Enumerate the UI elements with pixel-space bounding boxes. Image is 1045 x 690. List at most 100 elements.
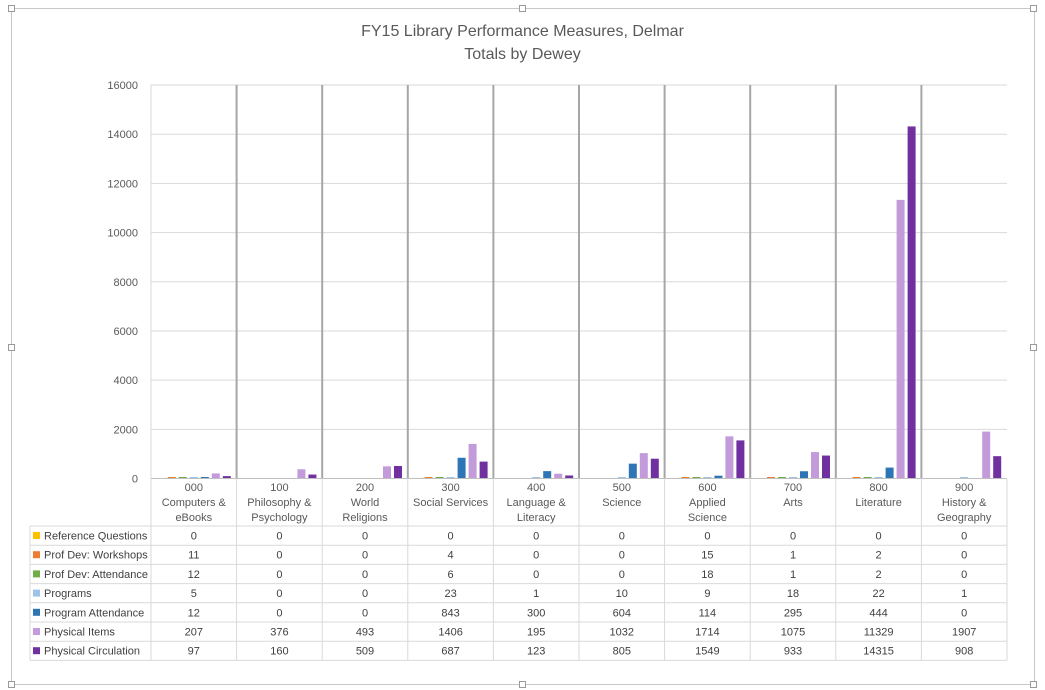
resize-handle-bottom[interactable] [519,681,526,688]
data-value-label: 18 [701,569,713,581]
data-value-label: 0 [619,550,625,562]
bar [189,477,198,479]
data-value-label: 0 [961,550,967,562]
resize-handle-top-right[interactable] [1030,5,1037,12]
y-tick-label: 12000 [107,178,138,190]
data-value-label: 0 [619,569,625,581]
bar [811,452,819,479]
category-label: World [351,497,380,509]
bar [982,431,991,479]
data-value-label: 0 [961,569,967,581]
data-value-label: 1032 [610,627,634,639]
data-value-label: 14315 [863,646,894,658]
category-label: 500 [613,482,631,494]
data-value-label: 300 [527,607,545,619]
category-label: 600 [698,482,716,494]
data-value-label: 444 [869,607,887,619]
data-value-label: 0 [533,569,539,581]
bar [167,477,176,479]
data-value-label: 493 [356,627,374,639]
data-value-label: 0 [362,588,368,600]
category-label: 800 [869,482,887,494]
data-value-label: 0 [790,531,796,543]
data-value-label: 0 [191,531,197,543]
resize-handle-top[interactable] [519,5,526,12]
data-value-label: 12 [188,607,200,619]
resize-handle-left[interactable] [8,344,15,351]
data-value-label: 0 [276,550,282,562]
category-label: Language & [507,497,567,509]
data-value-label: 0 [276,607,282,619]
y-tick-label: 16000 [107,80,138,92]
category-label: 700 [784,482,802,494]
bar [725,436,734,479]
category-label: Literacy [517,512,556,524]
data-value-label: 12 [188,569,200,581]
data-value-label: 604 [613,607,631,619]
bar [532,477,541,479]
data-value-label: 11 [188,550,199,562]
data-value-label: 0 [961,607,967,619]
category-label: Philosophy & [247,497,312,509]
data-value-label: 195 [527,627,545,639]
bar [628,463,637,479]
data-value-label: 2 [876,569,882,581]
resize-handle-bottom-left[interactable] [8,681,15,688]
data-value-label: 114 [699,607,717,619]
data-value-label: 687 [441,646,459,658]
series-name: Reference Questions [44,531,148,543]
category-label: 400 [527,482,545,494]
data-value-label: 0 [276,569,282,581]
data-value-label: 1907 [952,627,976,639]
resize-handle-right[interactable] [1030,344,1037,351]
data-value-label: 97 [188,646,200,658]
legend-key [33,570,40,578]
resize-handle-bottom-right[interactable] [1030,681,1037,688]
category-label: 200 [356,482,374,494]
category-label: 900 [955,482,973,494]
bar [778,477,786,479]
data-value-label: 15 [701,550,713,562]
bar [424,477,433,479]
bar [767,477,775,479]
data-value-label: 11329 [864,627,894,639]
resize-handle-top-left[interactable] [8,5,15,12]
data-value-label: 0 [276,531,282,543]
category-label: eBooks [175,512,212,524]
y-tick-label: 6000 [114,326,138,338]
category-label: Applied [689,497,726,509]
category-label: 300 [441,482,459,494]
legend-key [33,532,40,539]
category-label: Computers & [162,497,227,509]
bar [681,477,690,479]
legend-key [33,551,40,559]
bar [874,477,883,479]
bar [703,477,712,479]
bar [960,477,969,479]
bar [446,477,455,479]
data-value-label: 160 [270,646,288,658]
bar [692,477,701,479]
bar [211,473,220,479]
data-value-label: 0 [961,531,967,543]
bar [178,477,187,479]
bar [543,471,552,479]
data-value-label: 0 [619,531,625,543]
y-tick-label: 8000 [114,277,138,289]
data-value-label: 376 [270,627,288,639]
data-value-label: 18 [787,588,799,600]
bar [617,477,626,479]
legend-key [33,608,40,616]
data-value-label: 0 [362,569,368,581]
data-value-label: 843 [441,607,459,619]
bar [863,477,872,479]
y-tick-label: 0 [132,474,138,486]
category-label: Science [688,512,727,524]
data-value-label: 207 [185,627,203,639]
data-value-label: 1075 [781,627,805,639]
data-value-label: 0 [362,607,368,619]
data-value-label: 908 [955,646,973,658]
category-label: History & [942,497,987,509]
bar [907,126,916,479]
category-label: Psychology [251,512,308,524]
